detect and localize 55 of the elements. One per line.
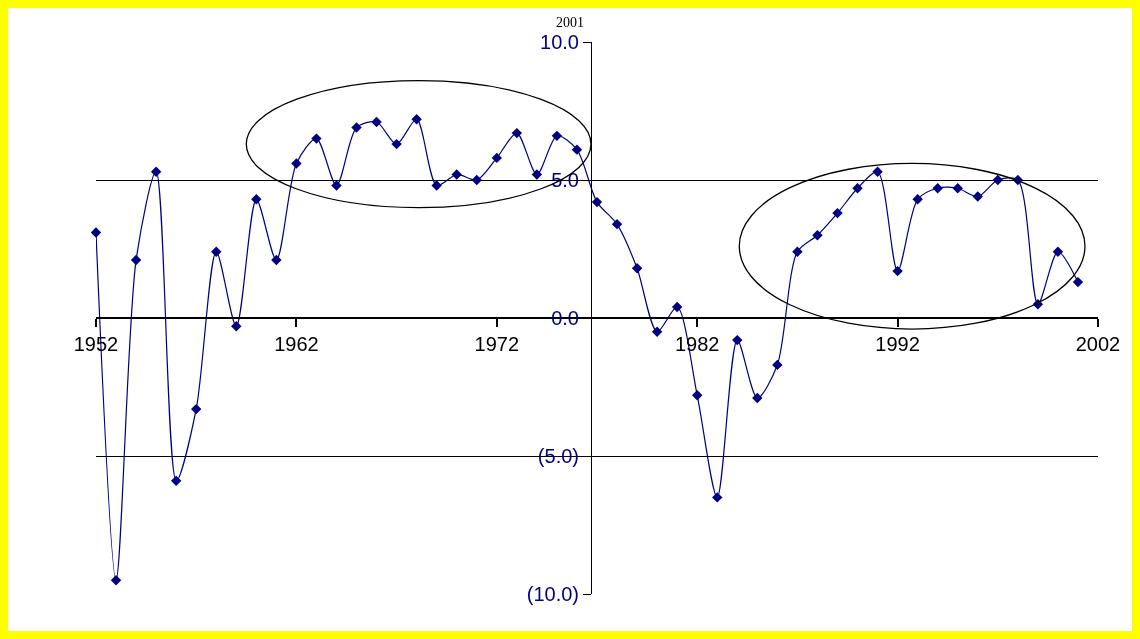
point [531,169,543,180]
point [671,301,683,313]
point [231,321,242,332]
point [431,180,442,191]
point [271,254,282,266]
x-tick-label: 1972 [474,333,520,355]
point [872,166,883,177]
point [932,183,943,194]
point [471,174,482,186]
point [752,392,763,404]
point [170,475,182,487]
chart-title: 2001 [556,15,584,31]
point [852,183,863,194]
point [391,138,402,150]
point [451,169,462,180]
point [712,492,723,503]
point [631,263,643,274]
point [792,246,803,257]
y-tick-label: (10.0) [526,583,579,605]
point [291,158,302,169]
point [331,180,342,191]
point [191,403,202,415]
point [511,127,523,139]
point [351,122,362,133]
point [651,326,663,337]
point [130,254,142,266]
point [832,207,843,219]
point [110,575,122,586]
point [1072,276,1084,288]
point [692,390,703,401]
point [972,191,983,202]
point [411,114,422,125]
point [311,133,322,144]
x-tick-label: 1992 [875,333,920,355]
point [90,227,102,238]
point [772,359,783,371]
point [992,174,1003,186]
point [211,246,222,257]
point [150,166,162,177]
point [611,218,623,230]
y-tick-label: 10.0 [540,31,579,53]
point [491,152,502,164]
point [251,194,262,205]
point [952,183,963,194]
point [912,194,923,205]
point [1052,246,1064,257]
point [591,196,603,208]
point [892,265,903,277]
point [732,334,743,346]
x-tick-label: 2002 [1075,333,1121,355]
point [371,116,382,128]
point [551,130,563,142]
point [571,144,583,155]
point [812,230,823,241]
x-tick-label: 1962 [274,333,319,355]
